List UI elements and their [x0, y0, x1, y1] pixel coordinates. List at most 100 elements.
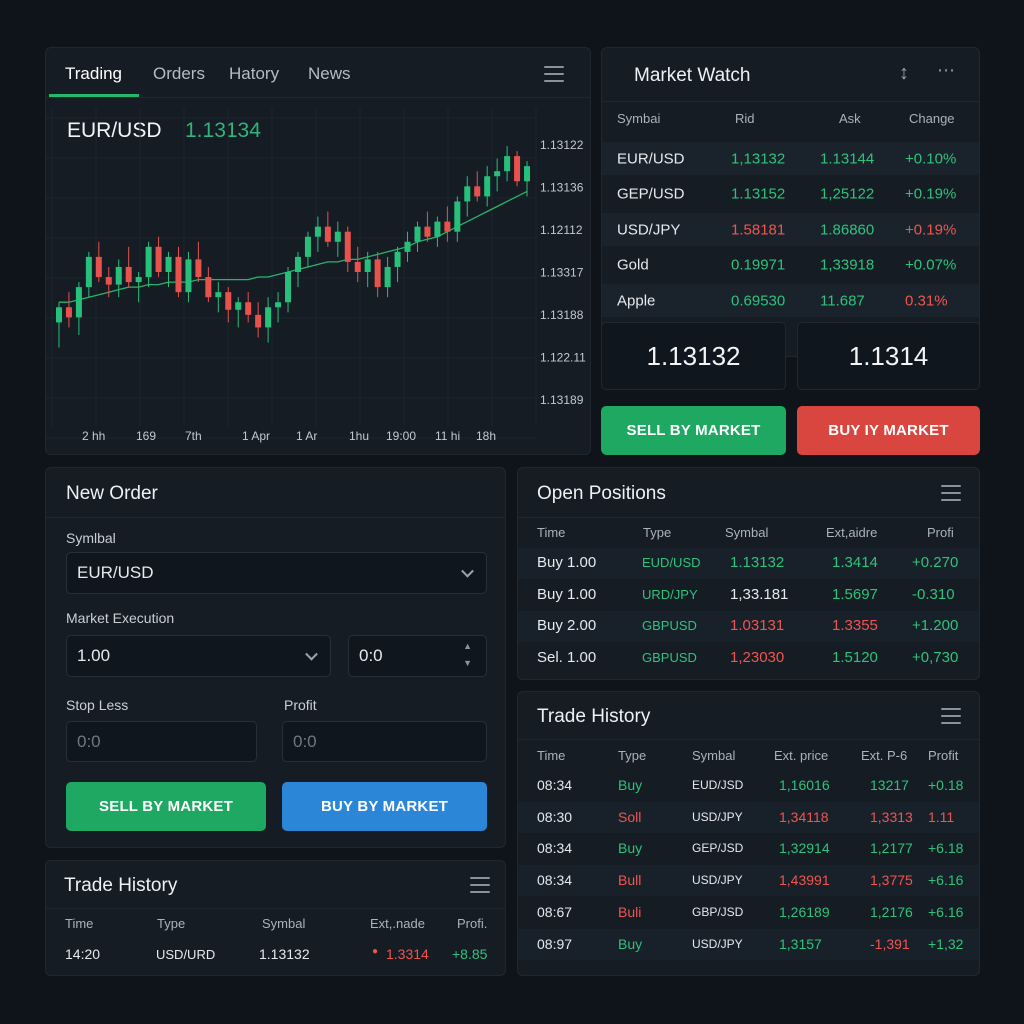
row-ask: 1,33918	[820, 256, 875, 274]
candle	[404, 231, 411, 262]
menu-icon[interactable]	[470, 877, 490, 893]
chevron-down-icon	[461, 564, 474, 578]
trade-history-row[interactable]: 08:34 Bull USD/JPY 1,43991 1,3775 +6.16	[518, 865, 979, 897]
take-profit-input[interactable]: 0:0	[282, 721, 487, 762]
market-watch-row[interactable]: Apple 0.69530 11.687 0.31%	[602, 284, 979, 317]
trade-history-row[interactable]: 08:67 Buli GBP/JSD 1,26189 1,2176 +6.16	[518, 896, 979, 928]
trade-ext: 13217	[870, 777, 909, 793]
tab-orders[interactable]: Orders	[153, 64, 205, 83]
candle-body	[514, 156, 521, 182]
y-tick-label: 1.13317	[540, 266, 584, 280]
col-symbol: Symbai	[617, 111, 661, 126]
trade-price: 1,32914	[779, 840, 830, 857]
position-row[interactable]: Buy 1.00 EUD/USD 1.13132 1.3414 +0.270	[518, 548, 979, 579]
position-row[interactable]: Buy 1.00 URD/JPY 1,33.181 1.5697 -0.310	[518, 579, 979, 611]
col-symbol: Symbal	[725, 525, 769, 540]
candle	[175, 246, 182, 298]
trade-history-row[interactable]: 08:34 Buy GEP/JSD 1,32914 1,2177 +6.18	[518, 833, 979, 865]
x-tick-label: 1hu	[349, 429, 369, 443]
col-exit: Ext,.nade	[370, 916, 425, 931]
menu-icon[interactable]	[544, 66, 564, 82]
symbol-select[interactable]: EUR/USD	[66, 552, 487, 594]
candle	[504, 146, 511, 182]
position-time: Sel. 1.00	[537, 648, 597, 666]
candle-body	[494, 171, 501, 177]
trade-history-row[interactable]: 08:30 Soll USD/JPY 1,34118 1,3313 1.11	[518, 801, 979, 833]
trade-profit: +0.18	[928, 777, 964, 793]
trade-price: 1,3157	[779, 935, 822, 952]
buy-by-market-button[interactable]: BUY IY MARKET	[797, 406, 980, 455]
trade-history-small-header: Trade History	[46, 861, 505, 909]
buy-by-market-button[interactable]: BUY BY MARKET	[282, 782, 487, 831]
status-dot-icon: ●	[372, 946, 379, 957]
position-row[interactable]: Sel. 1.00 GBPUSD 1,23030 1.5120 +0,730	[518, 642, 979, 674]
candle-body	[504, 156, 511, 172]
x-tick-label: 2 hh	[82, 429, 105, 443]
col-exit: Ext,aidre	[826, 525, 878, 540]
candle	[344, 226, 351, 272]
candle-body	[464, 186, 471, 202]
trade-symbol: GEP/JSD	[692, 841, 744, 856]
tab-trading[interactable]: Trading	[65, 64, 123, 83]
candle	[304, 231, 311, 267]
chevron-down-icon	[305, 647, 318, 661]
col-profit: Profit	[928, 748, 959, 763]
trade-history-row[interactable]: 08:97 Buy USD/JPY 1,3157 -1,391 +1,32	[518, 928, 979, 960]
candle-body	[195, 259, 202, 278]
volume-select[interactable]: 1.00	[66, 635, 331, 677]
market-watch-row[interactable]: USD/JPY 1.58181 1.86860 +0.19%	[602, 213, 979, 246]
candle	[354, 246, 361, 283]
candle	[514, 151, 521, 187]
candle-body	[105, 277, 112, 285]
sell-by-market-button[interactable]: SELL BY MARKET	[66, 782, 266, 831]
trade-price: 1,16016	[779, 777, 830, 793]
trade-price: 1,26189	[779, 903, 830, 920]
candle	[414, 221, 421, 252]
candle	[165, 251, 172, 288]
market-watch-title: Market Watch	[634, 65, 751, 86]
candle	[275, 292, 282, 323]
menu-icon[interactable]	[941, 708, 961, 724]
trade-history-small-title: Trade History	[64, 875, 178, 896]
position-type: GBPUSD	[642, 649, 697, 665]
tab-news[interactable]: News	[308, 64, 351, 83]
trade-type: Buli	[618, 903, 642, 920]
candle-body	[364, 259, 371, 272]
row-symbol: GEP/USD	[617, 185, 685, 203]
market-watch-row[interactable]: GEP/USD 1.13152 1,25122 +0.19%	[602, 177, 979, 211]
col-ask: Ask	[839, 111, 861, 126]
execution-label: Market Execution	[66, 610, 175, 626]
trade-history-columns: Time Type Symbal Ext. price Ext. P-6 Pro…	[518, 748, 979, 778]
col-type: Type	[643, 525, 672, 540]
trade-history-row[interactable]: 08:34 Buy EUD/JSD 1,16016 13217 +0.18	[518, 770, 979, 801]
candle-body	[334, 231, 341, 242]
stepper-down-icon[interactable]: ▼	[463, 658, 472, 668]
more-icon[interactable]: ⋯	[937, 60, 956, 80]
deviation-stepper[interactable]: 0:0 ▲ ▼	[348, 635, 487, 677]
position-row[interactable]: Buy 2.00 GBPUSD 1.03131 1.3355 +1.200	[518, 611, 979, 642]
sort-icon[interactable]: ↕	[899, 62, 909, 84]
stop-loss-input[interactable]: 0:0	[66, 721, 257, 762]
row-symbol: Apple	[617, 292, 656, 309]
open-positions-header: Open Positions	[518, 468, 979, 518]
trade-history-row[interactable]: 14:20 USD/URD 1.13132 ● 1.3314 +8.85	[46, 939, 505, 970]
sell-by-market-button[interactable]: SELL BY MARKET	[601, 406, 786, 455]
candle-body	[404, 241, 411, 252]
candle-body	[245, 302, 252, 315]
row-symbol: Gold	[617, 256, 649, 274]
candle-body	[444, 221, 451, 232]
candle	[55, 302, 62, 348]
tab-history[interactable]: Hatory	[229, 64, 280, 83]
price-chart[interactable]: 1.13122 1.13136 1.12112 1.13317 1.13188 1.122…	[46, 48, 591, 455]
trade-profit: +6.16	[928, 872, 964, 889]
trade-time: 08:34	[537, 777, 573, 793]
candle	[424, 211, 431, 242]
market-watch-row[interactable]: Gold 0.19971 1,33918 +0.07%	[602, 248, 979, 282]
trade-history-header: Trade History	[518, 692, 979, 740]
col-ext: Ext. P-6	[861, 748, 908, 763]
market-watch-row[interactable]: EUR/USD 1,13132 1.13144 +0.10%	[602, 142, 979, 175]
menu-icon[interactable]	[941, 485, 961, 501]
col-bid: Rid	[735, 111, 755, 126]
position-symbol: 1.13132	[730, 554, 785, 571]
stepper-up-icon[interactable]: ▲	[463, 641, 472, 651]
